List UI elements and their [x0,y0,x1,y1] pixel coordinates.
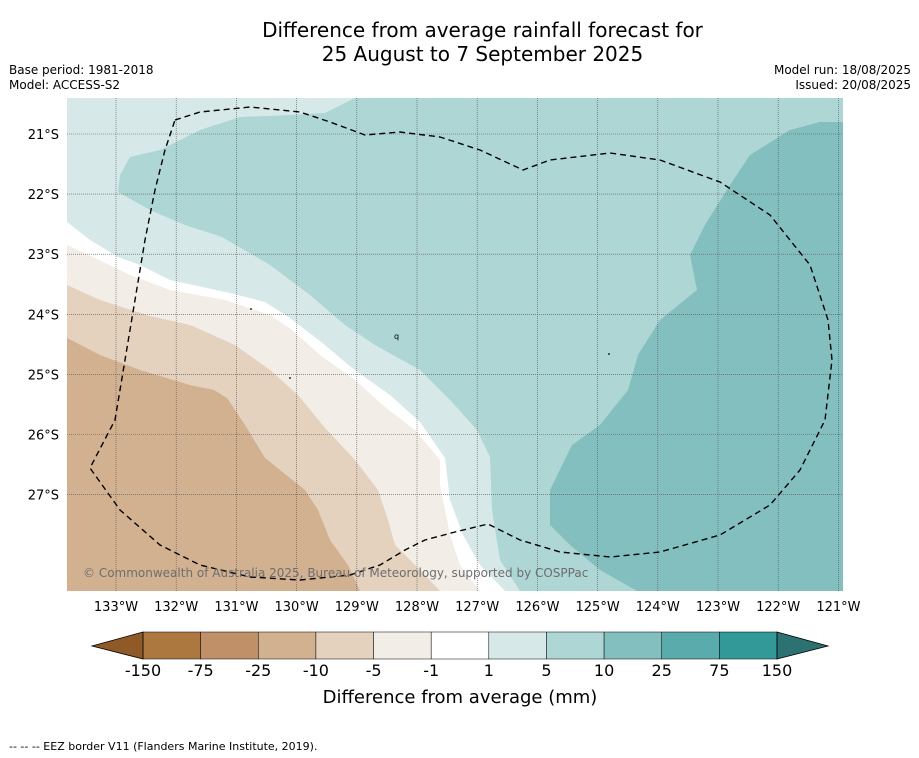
colorbar-box [661,631,720,660]
colorbar-box [200,631,259,660]
lat-label: 26°S [28,429,59,444]
graticule [67,98,843,591]
colorbar: -150 -75 -25 -10 -5 -1 1 5 10 25 75 150 Difference … [90,631,830,708]
colorbar-tick: -150 [125,661,161,680]
colorbar-tick: 150 [762,661,793,680]
colorbar-box [373,631,432,660]
lon-label: 127°W [455,600,499,615]
colorbar-tick: 1 [484,661,494,680]
issued-date: Issued: 20/08/2025 [795,78,911,92]
colorbar-tick: -75 [188,661,214,680]
lon-label: 129°W [335,600,379,615]
colorbar-tick: -25 [245,661,271,680]
lon-label: 131°W [214,600,258,615]
colorbar-box [430,631,490,660]
lat-label: 21°S [28,128,59,143]
colorbar-tick: 75 [709,661,729,680]
colorbar-box [546,631,605,660]
lon-label: 132°W [154,600,198,615]
lon-label: 122°W [756,600,800,615]
lon-label: 123°W [696,600,740,615]
colorbar-tick: -10 [303,661,329,680]
colorbar-extend-high [776,631,830,660]
small-island-markers: q [250,308,610,379]
colorbar-extend-low [90,631,144,660]
colorbar-boxes [142,631,778,660]
latitude-labels: 21°S 22°S 23°S 24°S 25°S 26°S 27°S [28,128,59,504]
colorbar-box [603,631,662,660]
lon-label: 133°W [94,600,138,615]
lon-label: 130°W [275,600,319,615]
lon-label: 121°W [816,600,860,615]
map-figure: q © Commonwealth of Australia 2025, Bure… [28,98,861,708]
meta-right: Model run: 18/08/2025 Issued: 20/08/2025 [774,63,911,93]
model-run: Model run: 18/08/2025 [773,63,911,77]
colorbar-tick: 25 [652,661,672,680]
colorbar-tick-labels: -150 -75 -25 -10 -5 -1 1 5 10 25 75 150 [125,661,792,680]
eez-border [89,106,833,581]
lon-label: 128°W [395,600,439,615]
colorbar-box [258,631,317,660]
model-name: Model: ACCESS-S2 [9,78,121,92]
colorbar-tick: 5 [541,661,551,680]
copyright-notice: © Commonwealth of Australia 2025, Bureau… [83,566,588,580]
lat-label: 27°S [28,489,59,504]
colorbar-tick: -5 [366,661,382,680]
title-line-2: 25 August to 7 September 2025 [321,42,644,66]
colorbar-tick: -1 [423,661,439,680]
lat-label: 22°S [28,188,59,203]
region-dry-25 [67,338,360,591]
lon-label: 125°W [576,600,620,615]
svg-text:q: q [394,332,399,341]
lat-label: 25°S [28,368,59,383]
map-plot-area: q © Commonwealth of Australia 2025, Bure… [67,98,843,591]
eez-footnote: -- -- -- EEZ border V11 (Flanders Marine… [9,740,318,753]
lon-label: 124°W [636,600,680,615]
colorbar-tick: 10 [594,661,614,680]
title-line-1: Difference from average rainfall forecas… [262,18,703,42]
colorbar-label: Difference from average (mm) [323,687,598,708]
lat-label: 24°S [28,308,59,323]
colorbar-box [315,631,374,660]
longitude-labels: 133°W 132°W 131°W 130°W 129°W 128°W 127°W 126°W… [94,600,861,615]
lon-label: 126°W [515,600,559,615]
meta-left: Base period: 1981-2018 Model: ACCESS-S2 [9,63,154,93]
chart-title: Difference from average rainfall forecas… [0,18,919,66]
colorbar-box [719,631,778,660]
lat-label: 23°S [28,248,59,263]
colorbar-box [488,631,547,660]
base-period: Base period: 1981-2018 [9,63,154,77]
colorbar-box [142,631,201,660]
